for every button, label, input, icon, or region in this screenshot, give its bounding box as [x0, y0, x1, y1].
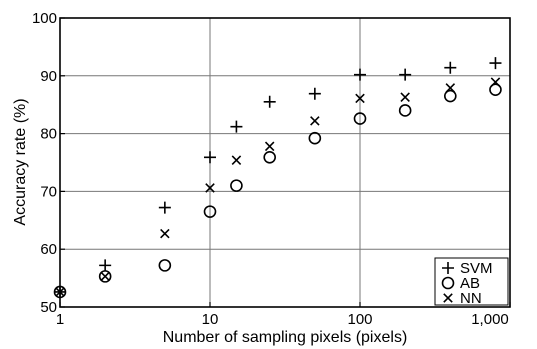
- y-tick-label: 100: [32, 10, 57, 27]
- legend-marker-nn: [443, 293, 453, 303]
- legend-label-ab: AB: [460, 275, 480, 292]
- data-points: [53, 57, 502, 299]
- point-nn: [160, 228, 170, 239]
- point-svm: [444, 61, 457, 74]
- point-nn: [100, 271, 110, 282]
- y-axis-title: Accuracy rate (%): [12, 98, 29, 225]
- point-nn: [231, 155, 242, 165]
- point-svm: [99, 259, 112, 272]
- y-tick-label: 80: [40, 126, 57, 143]
- point-ab: [263, 150, 276, 164]
- point-nn: [205, 183, 215, 193]
- point-nn: [355, 93, 365, 104]
- gridlines: [60, 18, 510, 307]
- y-tick-label: 50: [40, 299, 57, 316]
- legend-marker-svm: [442, 262, 454, 274]
- legend-marker-ab: [441, 276, 455, 290]
- point-nn: [264, 141, 275, 152]
- point-nn: [310, 116, 320, 126]
- point-svm: [489, 57, 502, 70]
- x-tick-label: 1: [56, 311, 64, 328]
- x-tick-label: 1,000: [471, 311, 509, 328]
- point-ab: [230, 179, 243, 192]
- x-axis-title: Number of sampling pixels (pixels): [163, 329, 408, 346]
- point-nn: [445, 83, 456, 93]
- x-tick-label: 10: [202, 311, 219, 328]
- point-ab: [353, 112, 367, 125]
- point-ab: [444, 89, 457, 103]
- point-svm: [354, 68, 366, 81]
- plot-frame: [59, 17, 511, 308]
- y-tick-label: 60: [40, 241, 57, 258]
- point-nn: [490, 77, 501, 87]
- point-ab: [398, 104, 412, 117]
- point-svm: [158, 201, 171, 214]
- point-svm: [230, 120, 243, 133]
- point-ab: [489, 83, 502, 96]
- point-svm: [308, 87, 321, 100]
- point-ab: [158, 259, 172, 272]
- point-nn: [400, 92, 410, 102]
- point-ab: [98, 270, 112, 283]
- legend-label-svm: SVM: [460, 260, 493, 277]
- x-tick-label: 100: [347, 311, 372, 328]
- point-svm: [399, 68, 412, 81]
- y-tick-label: 90: [40, 68, 57, 85]
- legend-label-nn: NN: [460, 290, 482, 307]
- point-ab: [308, 131, 322, 145]
- point-svm: [204, 151, 216, 164]
- y-tick-label: 70: [40, 183, 57, 200]
- point-ab: [203, 205, 217, 218]
- point-svm: [263, 95, 276, 108]
- axis-ticks: 1 10 100 1,000 50 60 70 80 90 100: [32, 10, 511, 328]
